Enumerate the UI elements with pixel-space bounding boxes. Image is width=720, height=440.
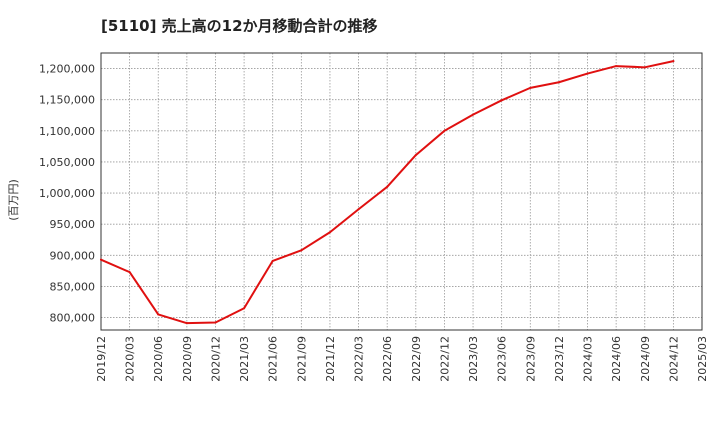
x-tick-label: 2020/12	[209, 336, 222, 382]
y-tick-label: 950,000	[50, 218, 96, 231]
x-tick-label: 2020/06	[152, 336, 165, 382]
y-axis-label: (百万円)	[7, 179, 20, 221]
x-tick-label: 2024/06	[610, 336, 623, 382]
data-point	[328, 231, 331, 234]
x-tick-label: 2024/03	[582, 336, 595, 382]
plot-frame	[100, 52, 703, 331]
chart-title: [5110] 売上高の12か月移動合計の推移	[101, 17, 378, 35]
data-point	[157, 313, 160, 316]
x-tick-label: 2024/12	[667, 336, 680, 382]
x-tick-label: 2023/12	[553, 336, 566, 382]
x-tick-label: 2021/06	[267, 336, 280, 382]
x-axis: 2019/12 2020/03 2020/06 2020/09 2020/12 2021/…	[95, 336, 709, 382]
data-point	[185, 322, 188, 325]
y-tick-label: 850,000	[50, 280, 96, 293]
x-tick-label: 2020/03	[124, 336, 137, 382]
x-tick-label: 2023/06	[496, 336, 509, 382]
data-point	[672, 60, 675, 63]
data-point	[100, 258, 102, 261]
data-point	[271, 259, 274, 262]
x-tick-label: 2024/09	[639, 336, 652, 382]
x-tick-label: 2019/12	[95, 336, 108, 382]
x-tick-label: 2020/09	[181, 336, 194, 382]
x-tick-label: 2021/12	[324, 336, 337, 382]
y-tick-label: 900,000	[50, 249, 96, 262]
x-tick-label: 2023/03	[467, 336, 480, 382]
series-layer	[100, 60, 675, 325]
grid	[101, 53, 702, 330]
data-point	[586, 72, 589, 75]
y-axis: 800,000 850,000 900,000 950,000 1,000,000 1,0…	[39, 63, 95, 325]
x-tick-label: 2022/12	[438, 336, 451, 382]
data-point	[500, 99, 503, 102]
y-tick-label: 1,000,000	[39, 187, 95, 200]
data-point	[300, 249, 303, 252]
data-point	[414, 154, 417, 157]
y-tick-label: 1,150,000	[39, 94, 95, 107]
x-tick-label: 2022/06	[381, 336, 394, 382]
x-tick-label: 2022/09	[410, 336, 423, 382]
data-point	[243, 307, 246, 310]
y-tick-label: 1,200,000	[39, 63, 95, 76]
x-tick-label: 2023/09	[524, 336, 537, 382]
x-tick-label: 2025/03	[696, 336, 709, 382]
x-tick-label: 2021/03	[238, 336, 251, 382]
data-point	[214, 321, 217, 324]
data-point	[472, 113, 475, 116]
data-point	[529, 86, 532, 89]
y-tick-label: 800,000	[50, 312, 96, 325]
data-point	[615, 65, 618, 68]
x-tick-label: 2021/09	[295, 336, 308, 382]
data-point	[557, 81, 560, 84]
x-tick-label: 2022/03	[353, 336, 366, 382]
data-point	[443, 129, 446, 132]
data-point	[128, 271, 131, 274]
y-tick-label: 1,050,000	[39, 156, 95, 169]
y-tick-label: 1,100,000	[39, 125, 95, 138]
data-point	[643, 66, 646, 69]
data-point	[357, 208, 360, 211]
data-point	[386, 185, 389, 188]
